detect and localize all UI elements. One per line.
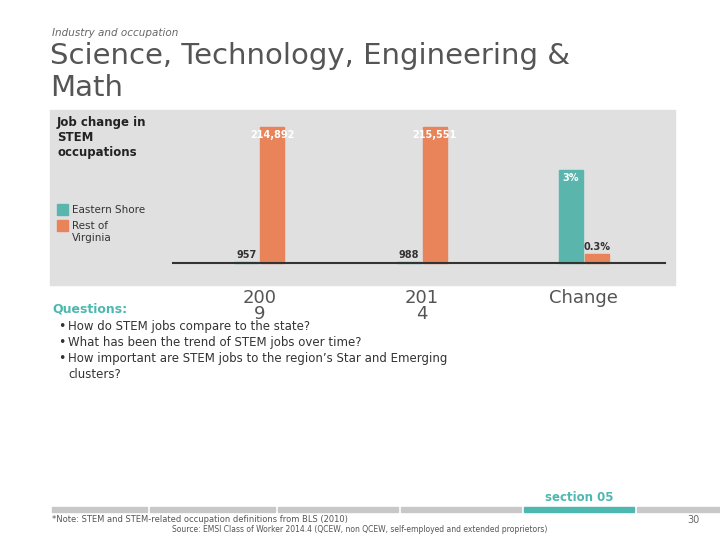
Text: How do STEM jobs compare to the state?: How do STEM jobs compare to the state? — [68, 320, 310, 333]
Text: Math: Math — [50, 74, 123, 102]
Bar — [57, 220, 68, 231]
Bar — [57, 204, 68, 215]
Bar — [278, 507, 398, 512]
Bar — [234, 262, 258, 263]
Text: section 05: section 05 — [545, 491, 613, 504]
Text: 214,892: 214,892 — [250, 130, 294, 140]
Bar — [559, 170, 582, 263]
Text: Source: EMSI Class of Worker 2014.4 (QCEW, non QCEW, self-employed and extended : Source: EMSI Class of Worker 2014.4 (QCE… — [172, 525, 548, 534]
Bar — [397, 262, 420, 263]
Bar — [52, 507, 147, 512]
Text: 9: 9 — [253, 305, 265, 323]
Bar — [423, 127, 446, 263]
Text: 200: 200 — [242, 289, 276, 307]
Text: Industry and occupation: Industry and occupation — [52, 28, 179, 38]
Text: Eastern Shore: Eastern Shore — [72, 205, 145, 215]
Bar — [524, 507, 634, 512]
Text: 201: 201 — [405, 289, 438, 307]
Text: 957: 957 — [236, 250, 256, 260]
Text: •: • — [58, 352, 66, 365]
Bar — [150, 507, 275, 512]
Text: What has been the trend of STEM jobs over time?: What has been the trend of STEM jobs ove… — [68, 336, 361, 349]
Text: 3%: 3% — [562, 173, 579, 184]
Text: Job change in
STEM
occupations: Job change in STEM occupations — [57, 116, 146, 159]
Bar — [637, 507, 720, 512]
Text: How important are STEM jobs to the region’s Star and Emerging: How important are STEM jobs to the regio… — [68, 352, 447, 365]
Text: 4: 4 — [415, 305, 427, 323]
Text: *Note: STEM and STEM-related occupation definitions from BLS (2010): *Note: STEM and STEM-related occupation … — [52, 515, 348, 524]
Text: 988: 988 — [398, 250, 419, 260]
Bar — [50, 110, 675, 285]
Text: 215,551: 215,551 — [413, 130, 456, 140]
Bar — [260, 127, 284, 263]
Bar — [585, 254, 609, 263]
Bar — [401, 507, 521, 512]
Text: 0.3%: 0.3% — [583, 242, 611, 252]
Text: 30: 30 — [688, 515, 700, 525]
Text: •: • — [58, 320, 66, 333]
Text: clusters?: clusters? — [68, 368, 121, 381]
Text: Rest of
Virginia: Rest of Virginia — [72, 221, 112, 242]
Text: Change: Change — [549, 289, 618, 307]
Text: Science, Technology, Engineering &: Science, Technology, Engineering & — [50, 42, 570, 70]
Text: Questions:: Questions: — [52, 302, 127, 315]
Text: •: • — [58, 336, 66, 349]
